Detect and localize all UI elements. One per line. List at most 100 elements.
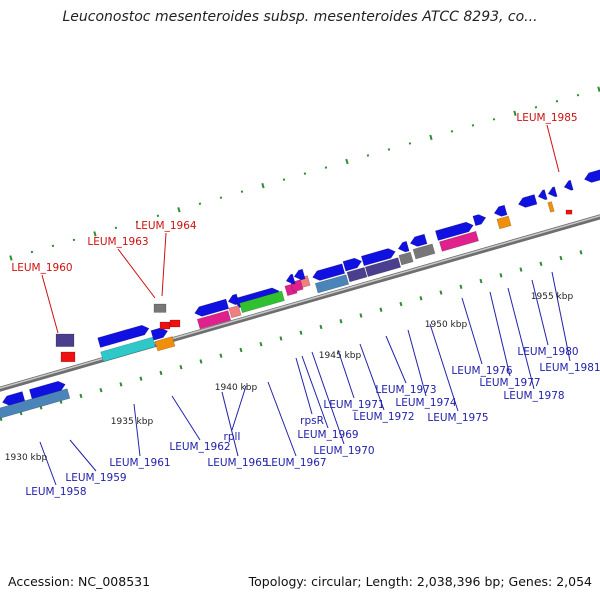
tick-mark <box>439 290 443 295</box>
gene-feature <box>55 333 75 347</box>
gene-label: LEUM_1974 <box>395 397 457 409</box>
tick-mark <box>135 220 139 224</box>
label-connector <box>301 355 329 429</box>
gene-feature <box>493 204 508 217</box>
label-connectors <box>39 124 571 486</box>
label-connector <box>39 441 57 486</box>
gene-feature <box>547 201 555 213</box>
gene-feature <box>412 243 436 260</box>
tick-mark <box>99 387 103 393</box>
label-connector <box>461 297 483 365</box>
gene-label: LEUM_1975 <box>427 412 488 424</box>
gene-feature <box>360 248 396 267</box>
tick-mark <box>240 190 244 193</box>
gene-feature <box>314 274 350 294</box>
gene-label: LEUM_1970 <box>313 445 374 457</box>
map-title: Leuconostoc mesenteroides subsp. mesente… <box>62 9 538 25</box>
tick-mark <box>359 313 363 318</box>
gene-label: LEUM_1963 <box>87 236 148 248</box>
gene-label: LEUM_1976 <box>451 365 513 377</box>
gene-label: LEUM_1978 <box>503 390 564 402</box>
tick-mark <box>9 255 13 261</box>
gene-label: LEUM_1971 <box>323 399 384 411</box>
gene-feature <box>28 380 66 400</box>
tick-mark <box>30 250 34 254</box>
gene-label: LEUM_1958 <box>25 486 86 498</box>
gene-feature <box>154 336 176 352</box>
gene-feature <box>239 290 285 314</box>
tick-mark <box>579 250 583 255</box>
tick-mark <box>79 393 83 399</box>
gene-label: LEUM_1961 <box>109 457 170 469</box>
label-connector <box>407 329 427 397</box>
tick-mark <box>177 207 181 213</box>
tick-mark <box>299 330 303 335</box>
tick-mark <box>555 99 559 103</box>
gene-label: LEUM_1962 <box>169 441 230 453</box>
gene-label: LEUM_1985 <box>516 112 577 124</box>
tick-mark <box>379 307 383 312</box>
label-connector <box>171 395 201 441</box>
gene-feature <box>150 327 169 341</box>
tick-mark <box>219 353 223 358</box>
tick-mark <box>282 178 286 181</box>
gene-feature <box>196 310 232 330</box>
tick-mark <box>387 148 391 151</box>
gene-feature <box>159 321 171 330</box>
tick-mark <box>259 342 263 347</box>
gene-feature <box>0 388 71 420</box>
gene-feature <box>228 305 242 319</box>
gene-label: LEUM_1969 <box>297 429 358 441</box>
gene-label: rplI <box>224 431 241 443</box>
gene-feature <box>397 240 410 253</box>
gene-feature <box>583 168 600 183</box>
label-connector <box>337 349 355 399</box>
gene-feature <box>194 298 230 317</box>
tick-mark <box>429 134 433 141</box>
genome-backbone <box>0 214 600 392</box>
outer-tick-track <box>9 86 600 261</box>
inner-tick-track <box>0 250 583 422</box>
scale-label: 1950 kbp <box>425 320 468 330</box>
tick-mark <box>534 106 538 109</box>
gene-feature <box>438 230 480 252</box>
gene-feature <box>153 303 167 313</box>
scale-label: 1955 kbp <box>531 292 574 302</box>
gene-feature <box>169 319 181 328</box>
label-connector <box>489 291 511 377</box>
gene-feature <box>100 336 156 363</box>
gene-feature <box>97 324 150 348</box>
tick-mark <box>408 142 412 145</box>
label-connector <box>117 248 156 299</box>
label-connector <box>311 351 345 445</box>
gene-feature <box>293 268 306 281</box>
tick-mark <box>159 370 163 376</box>
tick-mark <box>72 238 76 242</box>
gene-feature <box>537 189 548 201</box>
label-connector <box>531 279 549 346</box>
tick-mark <box>51 244 55 248</box>
genome-summary: Topology: circular; Length: 2,038,396 bp… <box>248 574 592 589</box>
tick-mark <box>366 154 370 157</box>
tick-mark <box>319 324 323 330</box>
gene-feature <box>398 251 414 266</box>
label-connector <box>546 124 560 173</box>
tick-mark <box>419 296 423 301</box>
accession-text: Accession: NC_008531 <box>8 574 151 589</box>
gene-feature <box>472 214 487 227</box>
tick-mark <box>450 130 454 133</box>
label-connector <box>507 287 535 390</box>
tick-mark <box>519 267 523 272</box>
scale-label: 1930 kbp <box>5 453 48 463</box>
gene-feature <box>496 215 512 230</box>
tick-mark <box>198 202 202 205</box>
label-connector <box>267 381 297 457</box>
tick-mark <box>324 166 328 169</box>
gene-label: LEUM_1981 <box>539 362 600 374</box>
gene-feature <box>312 263 346 281</box>
gene-label: LEUM_1967 <box>265 457 326 469</box>
scale-label: 1940 kbp <box>215 383 258 393</box>
label-connector <box>69 439 97 472</box>
scale-labels: 1930 kbp 1935 kbp 1940 kbp 1945 kbp 1950 kbp… <box>5 292 574 463</box>
gene-label: LEUM_1973 <box>375 384 436 396</box>
